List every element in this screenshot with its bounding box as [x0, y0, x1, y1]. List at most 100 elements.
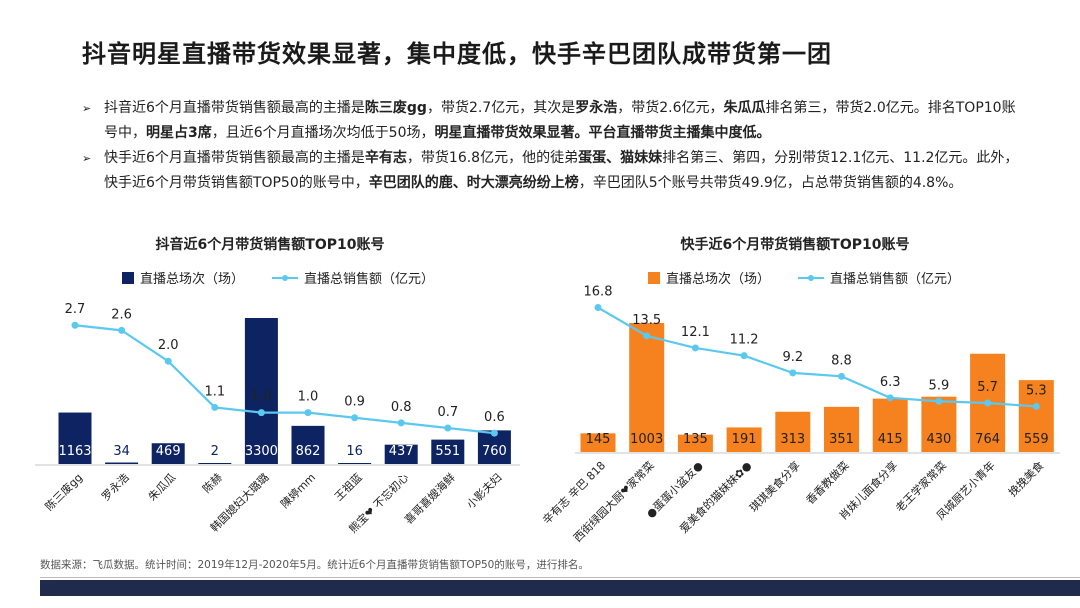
bar: [872, 398, 908, 452]
bar-value-label: 3300: [245, 444, 278, 459]
category-label: 挽挽美食: [1005, 458, 1046, 499]
line-point: [257, 409, 265, 417]
line-point: [444, 424, 452, 432]
arrow-bullet-icon: ➢: [82, 102, 92, 115]
bar: [431, 439, 465, 464]
line-value-label: 5.3: [1026, 383, 1047, 398]
bullet-segment: 抖音近6个月直播带货销售额最高的主播是: [104, 100, 365, 116]
line-point: [984, 399, 992, 407]
bar: [580, 433, 616, 452]
bar-value-label: 145: [586, 432, 611, 447]
chart-title: 抖音近6个月带货销售额TOP10账号: [156, 236, 385, 253]
bar: [244, 318, 278, 464]
bar: [151, 443, 185, 464]
legend-swatch-bar: [122, 272, 134, 284]
bar-value-label: 1163: [58, 444, 91, 459]
bar: [105, 462, 139, 464]
category-label: 罗永浩: [98, 470, 131, 503]
line-value-label: 9.2: [782, 350, 803, 365]
line-value-label: 0.9: [344, 395, 365, 410]
bullet-segment: 罗永浩: [575, 100, 618, 116]
line-point: [304, 409, 312, 417]
bullet-segment: 陈三废gg: [364, 100, 427, 116]
category-label: 陳婷mm: [278, 470, 319, 511]
line-value-label: 0.8: [391, 400, 412, 415]
bar-value-label: 34: [113, 444, 130, 459]
bullet-segment: 快手近6个月直播带货销售额最高的主播是: [104, 150, 365, 166]
bar-value-label: 415: [878, 432, 903, 447]
category-label: 陈三废gg: [42, 470, 85, 513]
line-point: [691, 344, 699, 352]
bullet-segment: 排名第三，带货2.0亿元。排名TOP10账号中，: [104, 100, 1016, 141]
category-label: 西街绿园大厨❤家常菜: [570, 458, 656, 544]
bar: [824, 406, 859, 452]
line-point: [118, 326, 126, 334]
line-value-label: 0.6: [484, 410, 505, 425]
legend-marker-line: [808, 275, 814, 281]
legend-label-line: 直播总销售额（亿元）: [304, 271, 434, 287]
bullet-segment: 蛋蛋、猫妹妹: [578, 150, 663, 166]
bar: [629, 323, 665, 452]
legend-swatch-bar: [648, 272, 660, 284]
bar-value-label: 559: [1024, 432, 1049, 447]
bar-value-label: 16: [346, 444, 363, 459]
line-point: [594, 304, 602, 312]
footer-bar: [40, 580, 1080, 596]
line-point: [643, 332, 651, 340]
bar: [338, 463, 372, 464]
category-label: 朱瓜瓜: [146, 471, 179, 504]
line-value-label: 2.6: [111, 307, 132, 322]
bar-value-label: 862: [296, 444, 321, 459]
bar: [291, 425, 325, 464]
bar-value-label: 1003: [630, 432, 663, 447]
bullet-segment: ，且近6个月直播场次均低于50场，: [211, 125, 435, 141]
bar: [775, 411, 811, 452]
line-value-label: 5.7: [977, 380, 998, 395]
bullet-segment: 排名第三、第四，分别带货12.1亿元、11.2亿元。此外，快手近6个月带货销售额…: [104, 150, 1019, 191]
bar: [384, 444, 418, 464]
line-point: [397, 419, 405, 427]
bar: [921, 396, 957, 452]
bar: [58, 412, 92, 464]
line-point: [1032, 402, 1040, 410]
line-point: [935, 397, 943, 405]
chart-title: 快手近6个月带货销售额TOP10账号: [681, 236, 910, 253]
bar: [677, 434, 713, 452]
bullet-text: 快手近6个月直播带货销售额最高的主播是辛有志，带货16.8亿元，他的徒弟蛋蛋、猫…: [104, 146, 1022, 196]
bar-value-label: 760: [482, 444, 507, 459]
bar-value-label: 430: [926, 432, 951, 447]
line-point: [838, 372, 845, 380]
line-value-label: 0.7: [437, 405, 458, 420]
bar-value-label: 351: [829, 432, 854, 447]
bullet-segment: ，辛巴团队5个账号共带货49.9亿，占总带货销售额的4.8%。: [578, 175, 963, 191]
bar-value-label: 2: [211, 444, 219, 459]
category-label: 陈赫: [199, 470, 224, 495]
line-series: [74, 324, 495, 435]
line-value-label: 6.3: [880, 375, 901, 390]
bullet-segment: ，带货16.8亿元，他的徒弟: [406, 150, 579, 166]
legend-marker-line: [282, 275, 288, 281]
line-value-label: 1.0: [251, 390, 272, 405]
bullet-segment: ，带货2.6亿元，: [617, 100, 724, 116]
legend-label-bar: 直播总场次（场）: [140, 271, 244, 287]
line-value-label: 16.8: [584, 285, 613, 300]
bar-value-label: 313: [780, 432, 805, 447]
bullet-kuaishou: ➢ 快手近6个月直播带货销售额最高的主播是辛有志，带货16.8亿元，他的徒弟蛋蛋、…: [82, 146, 1022, 196]
bar-value-label: 437: [389, 444, 414, 459]
bar: [198, 463, 232, 464]
line-value-label: 12.1: [681, 325, 710, 340]
line-point: [490, 429, 498, 437]
line-point: [351, 414, 359, 422]
line-series: [597, 306, 1037, 408]
line-point: [211, 403, 219, 411]
data-source-note: 数据来源：飞瓜数据。统计时间：2019年12月-2020年5月。统计近6个月直播…: [40, 559, 589, 571]
line-point: [164, 357, 172, 365]
category-label: 王祖蓝: [331, 470, 364, 503]
legend-label-line: 直播总销售额（亿元）: [830, 271, 960, 287]
bullet-segment: 辛巴团队的鹿、时大漂亮纷纷上榜: [368, 175, 579, 191]
line-value-label: 2.0: [158, 338, 179, 353]
bar: [726, 427, 762, 452]
bullet-segment: 明星直播带货效果显著。平台直播带货主播集中度低。: [434, 125, 771, 141]
